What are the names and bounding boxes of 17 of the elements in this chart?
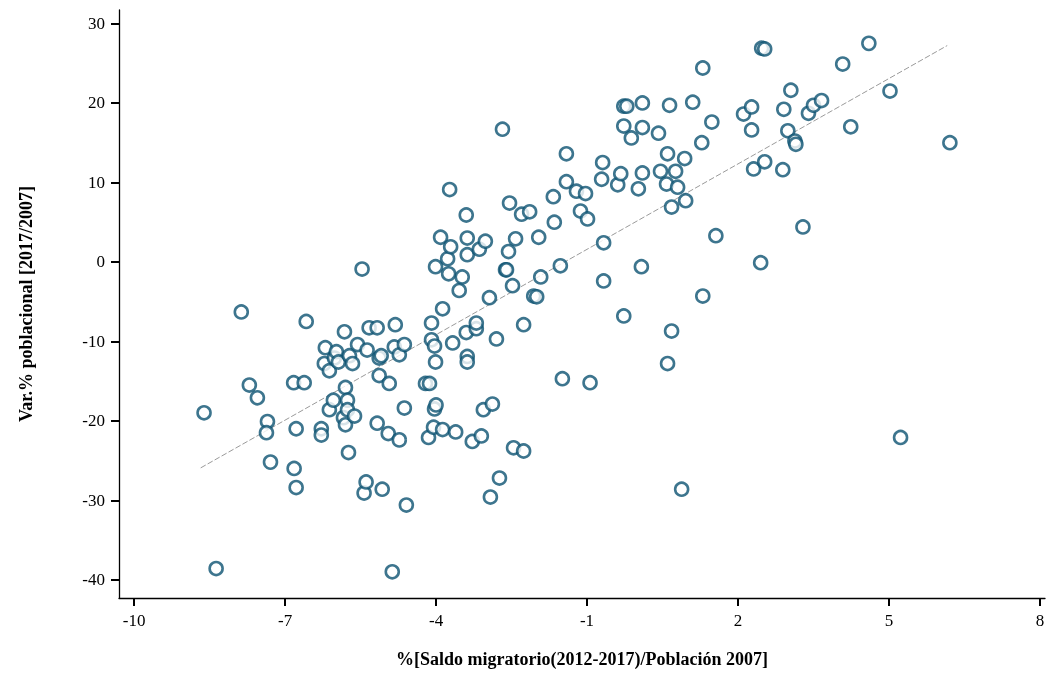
y-tick-label: -40 [82,570,105,590]
x-axis-title: %[Saldo migratorio(2012-2017)/Población 2007] [396,649,768,670]
x-tick-label: 5 [884,611,894,630]
y-tick-label: 0 [96,252,105,272]
x-tick-label: 2 [733,611,743,630]
x-tick-label: -10 [122,611,146,630]
y-tick-label: -10 [82,331,105,351]
y-tick-label: -20 [82,411,105,431]
x-tick-label: -1 [579,611,595,630]
y-tick-label: -30 [82,490,105,510]
y-tick-label: 10 [88,172,105,192]
y-tick-label: 30 [88,14,105,34]
y-axis-title: Var.% poblacional [2017/2007] [16,185,36,423]
x-tick-label: 8 [1035,611,1045,630]
x-tick-label: -4 [428,611,444,630]
x-tick-label: -7 [277,611,293,630]
y-tick-label: 20 [88,93,105,113]
